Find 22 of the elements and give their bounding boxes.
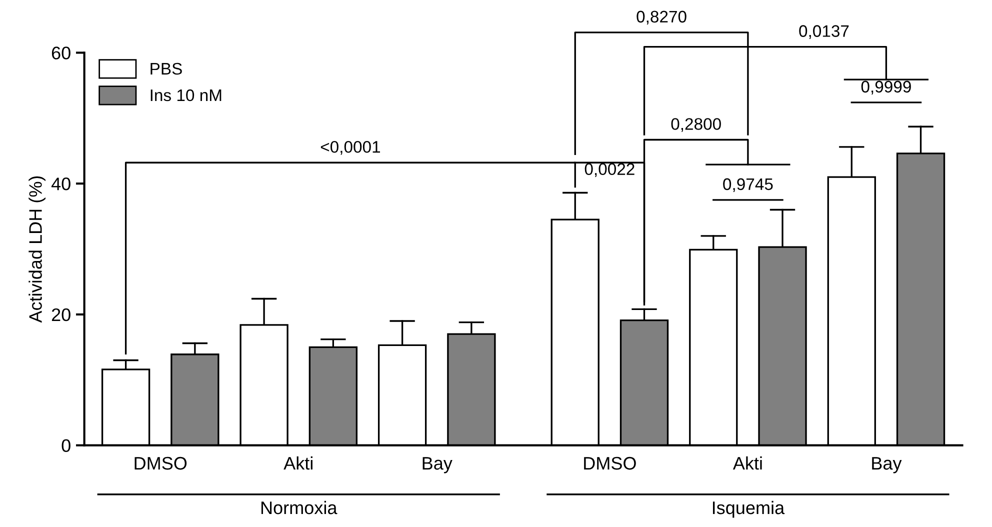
legend-label: PBS (150, 62, 182, 75)
x-tick-label: Akti (284, 456, 312, 470)
y-tick-label: 20 (52, 308, 70, 322)
x-tick-label: Bay (872, 457, 902, 474)
y-axis-title: Actividad LDH (%) (28, 176, 46, 323)
text: 0,0137 (799, 25, 849, 39)
x-tick-label: Bay (422, 457, 452, 474)
annotation: 0,0022 (584, 163, 634, 178)
x-tick-label: DMSO (584, 456, 636, 470)
text: Isquemia (712, 500, 785, 518)
y-tick-label: 0 (62, 439, 70, 452)
y-tick-label: 60 (52, 46, 70, 60)
x-tick-label: DMSO (134, 456, 187, 470)
annotation: 0,9999 (861, 80, 911, 95)
y-tick-label: 40 (51, 178, 70, 190)
annotation: 0,2800 (671, 118, 721, 132)
annotation: 0,9745 (723, 178, 773, 192)
legend-label: Ins 10 nM (150, 89, 222, 102)
text: Normoxia (261, 500, 338, 514)
x-tick-label: Akti (732, 456, 762, 470)
text: 0,8270 (636, 10, 686, 25)
annotation: <0,0001 (320, 140, 380, 155)
